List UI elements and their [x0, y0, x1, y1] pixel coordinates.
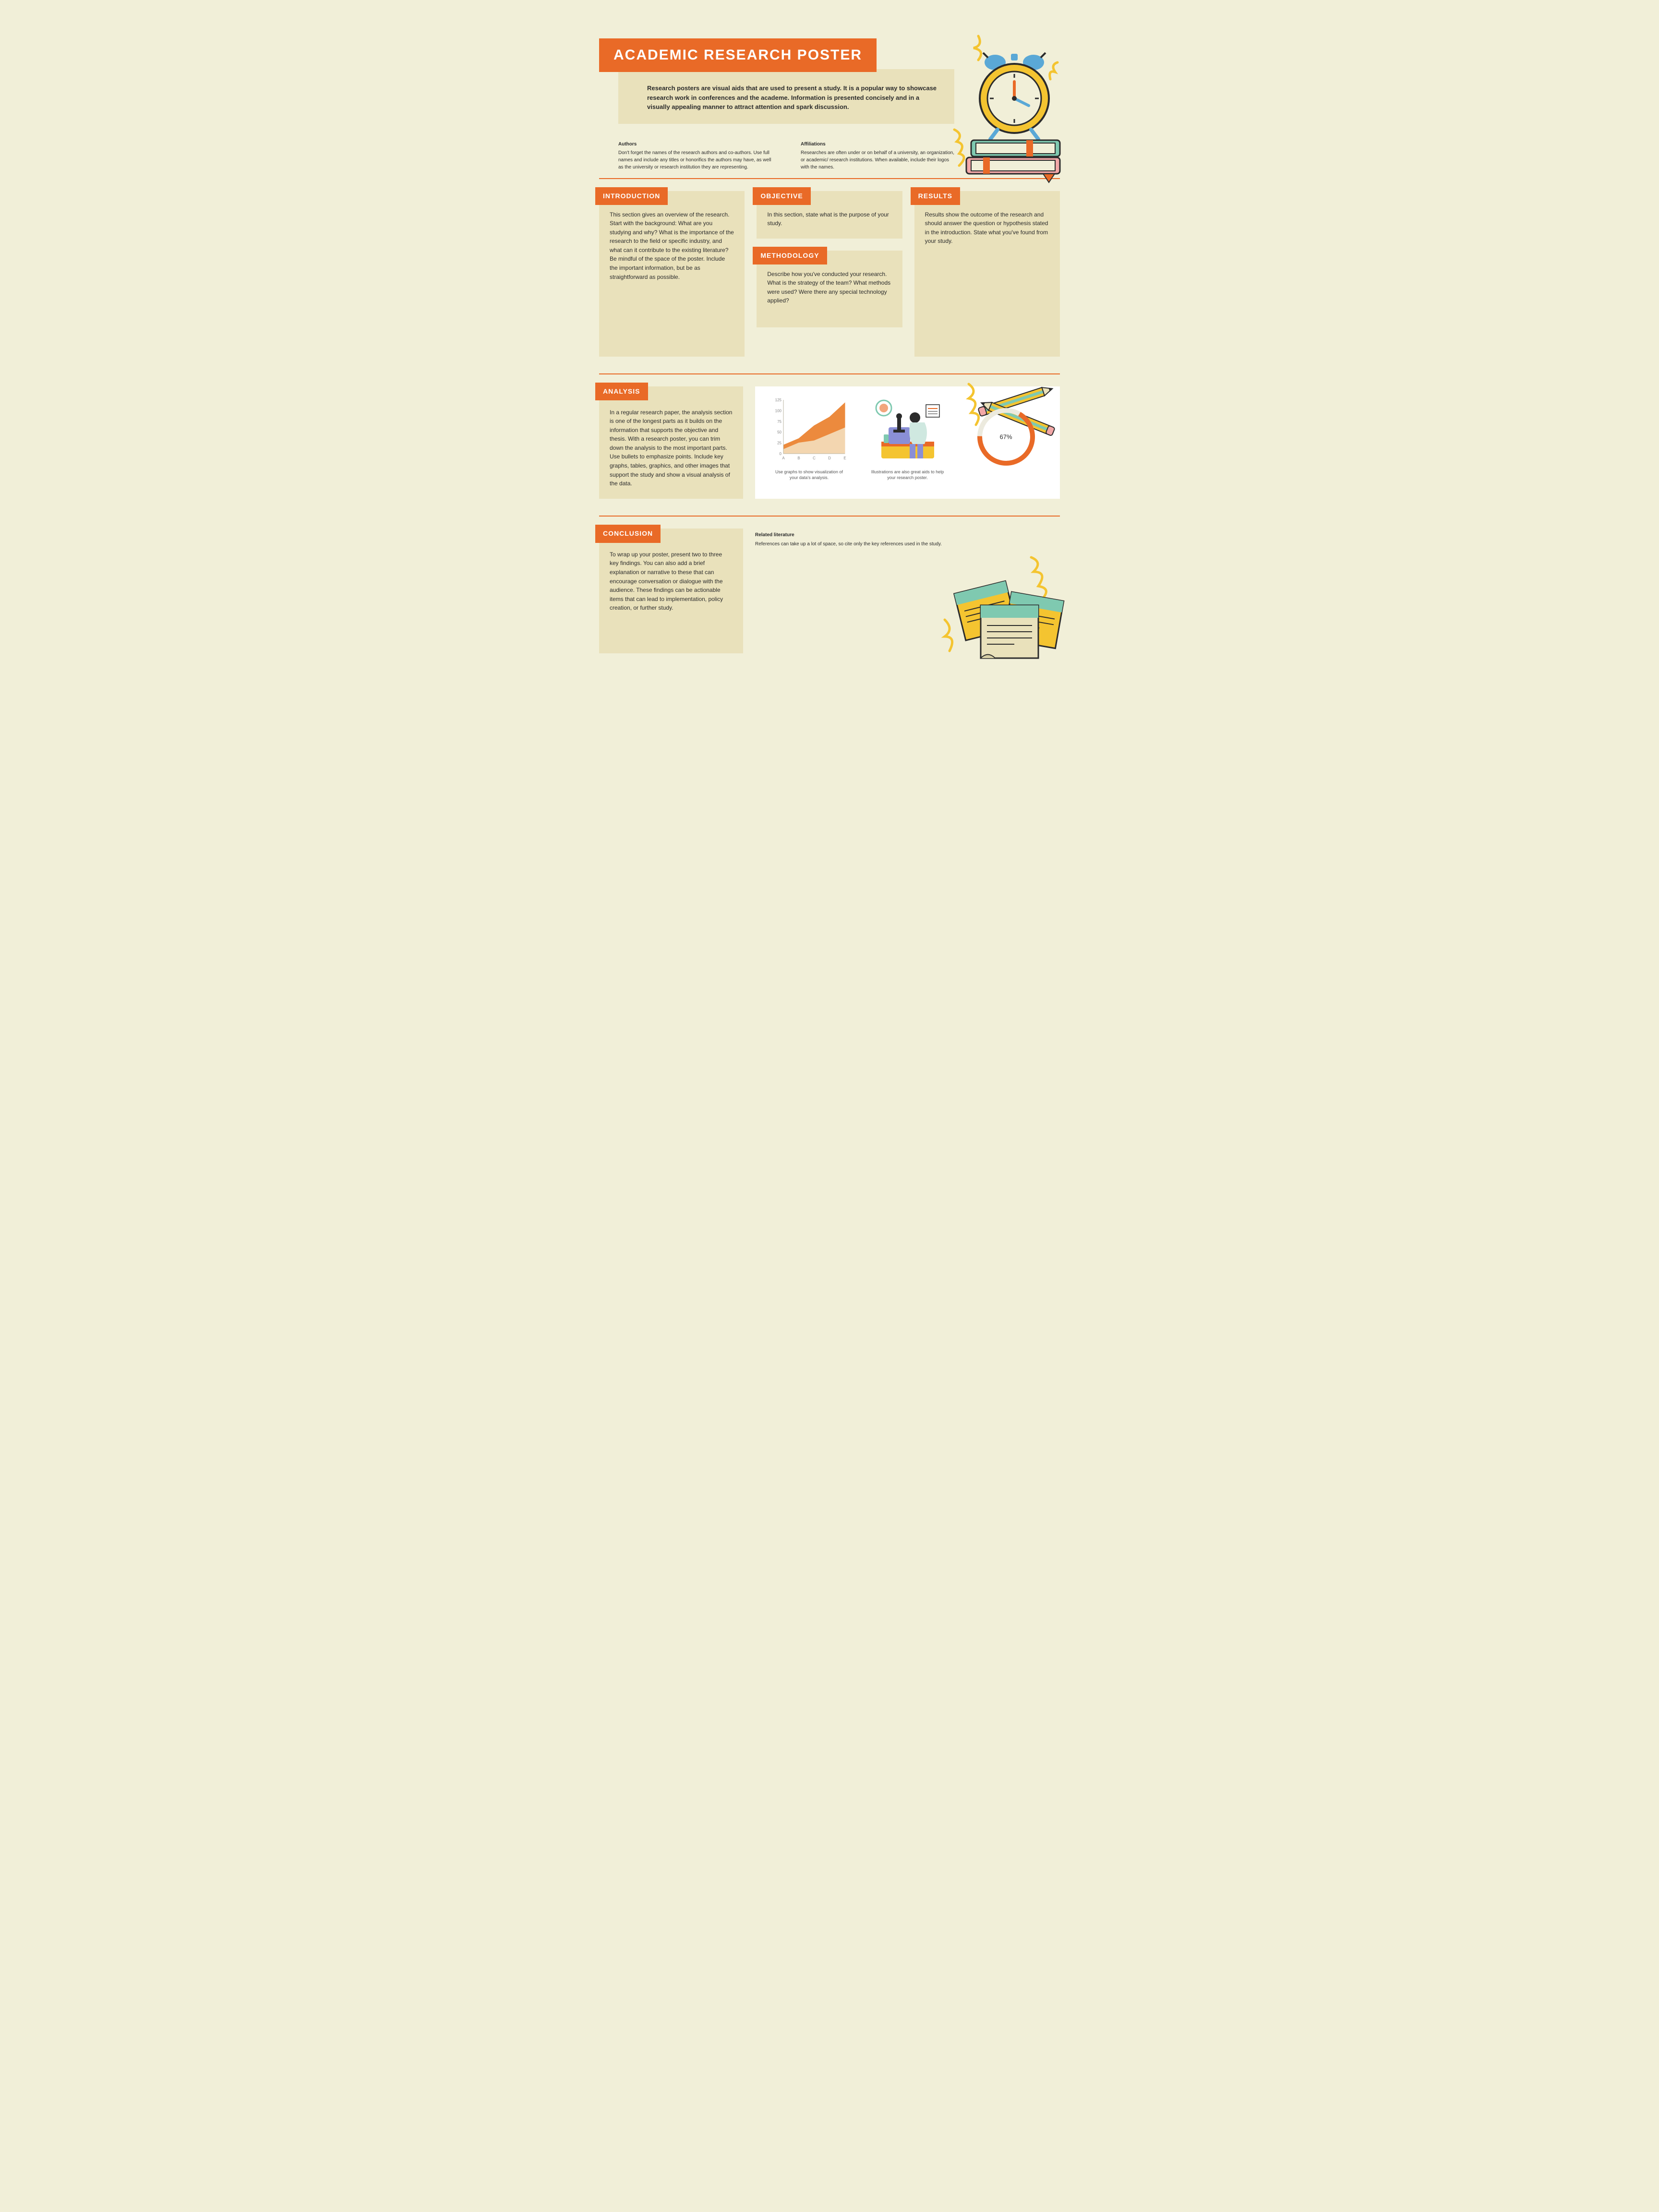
donut-value-label: 67% [999, 433, 1012, 440]
conclusion-card: CONCLUSION To wrap up your poster, prese… [599, 529, 743, 653]
scientist-illustration [869, 396, 946, 463]
svg-text:E: E [843, 456, 846, 460]
illustration-column: Illustrations are also great aids to hel… [863, 396, 952, 481]
methodology-label: METHODOLOGY [753, 247, 827, 265]
svg-text:125: 125 [775, 398, 781, 402]
sticky-notes-illustration [935, 553, 1070, 668]
introduction-label: INTRODUCTION [595, 187, 668, 205]
authors-block: Authors Don't forget the names of the re… [618, 141, 772, 171]
poster-title: ACADEMIC RESEARCH POSTER [599, 38, 877, 72]
affiliations-text: Researches are often under or on behalf … [801, 149, 954, 171]
svg-text:100: 100 [775, 409, 781, 413]
illustration-caption: Illustrations are also great aids to hel… [869, 469, 946, 481]
analysis-label: ANALYSIS [595, 383, 648, 401]
svg-text:25: 25 [777, 441, 781, 445]
svg-text:B: B [797, 456, 800, 460]
authors-heading: Authors [618, 141, 772, 148]
affiliations-heading: Affiliations [801, 141, 954, 148]
objective-label: OBJECTIVE [753, 187, 810, 205]
clock-books-illustration [950, 34, 1074, 187]
methodology-card: METHODOLOGY Describe how you've conducte… [757, 251, 902, 327]
svg-text:0: 0 [779, 452, 781, 456]
conclusion-label: CONCLUSION [595, 525, 661, 543]
results-label: RESULTS [911, 187, 960, 205]
svg-text:D: D [828, 456, 831, 460]
introduction-text: This section gives an overview of the re… [610, 210, 734, 282]
svg-text:50: 50 [777, 430, 781, 434]
related-text: References can take up a lot of space, s… [755, 541, 1060, 548]
meta-row: Authors Don't forget the names of the re… [618, 141, 954, 171]
authors-text: Don't forget the names of the research a… [618, 149, 772, 171]
objective-card: OBJECTIVE In this section, state what is… [757, 191, 902, 239]
related-heading: Related literature [755, 531, 1060, 539]
analysis-card: ANALYSIS In a regular research paper, th… [599, 386, 743, 499]
results-text: Results show the outcome of the research… [925, 210, 1049, 246]
methodology-text: Describe how you've conducted your resea… [767, 270, 891, 305]
chart-column: 0 25 50 75 100 125 A B C D E Use graphs to show vi… [765, 396, 854, 481]
svg-text:A: A [782, 456, 785, 460]
donut-column: 67% [962, 396, 1050, 468]
area-chart: 0 25 50 75 100 125 A B C D E [771, 396, 848, 463]
introduction-card: INTRODUCTION This section gives an overv… [599, 191, 745, 357]
objective-text: In this section, state what is the purpo… [767, 210, 891, 228]
conclusion-text-body: To wrap up your poster, present two to t… [610, 550, 733, 613]
divider [599, 516, 1060, 517]
main-columns: INTRODUCTION This section gives an overv… [599, 191, 1060, 357]
svg-text:C: C [813, 456, 816, 460]
intro-text: Research posters are visual aids that ar… [618, 69, 954, 124]
results-card: RESULTS Results show the outcome of the … [914, 191, 1060, 357]
svg-text:75: 75 [777, 419, 781, 423]
analysis-text-body: In a regular research paper, the analysi… [610, 408, 733, 488]
chart-caption: Use graphs to show visualization of your… [771, 469, 848, 481]
affiliations-block: Affiliations Researches are often under … [801, 141, 954, 171]
